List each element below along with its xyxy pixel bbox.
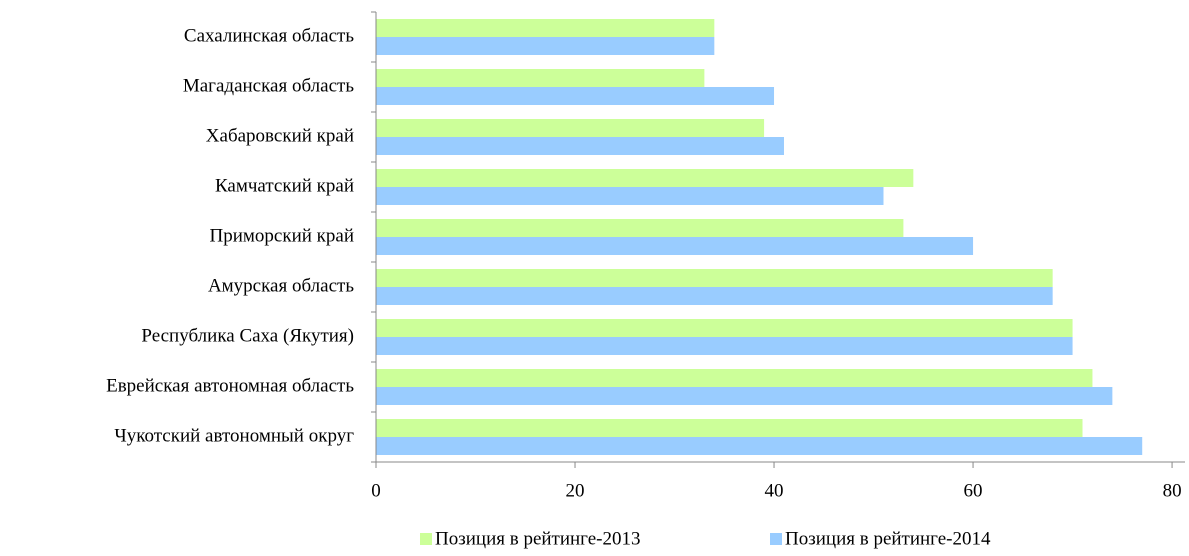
legend-swatch <box>420 533 432 545</box>
bar <box>376 369 1093 387</box>
bar <box>376 269 1053 287</box>
bar <box>376 319 1073 337</box>
bar <box>376 19 715 37</box>
x-tick-label: 40 <box>765 480 784 501</box>
x-tick-label: 0 <box>371 480 381 501</box>
y-tick-label: Хабаровский край <box>206 125 354 146</box>
x-tick-label: 60 <box>964 480 983 501</box>
bar <box>376 69 705 87</box>
y-tick-label: Сахалинская область <box>184 25 354 46</box>
bar <box>376 119 765 137</box>
x-tick-label: 80 <box>1163 480 1182 501</box>
legend-label: Позиция в рейтинге-2014 <box>785 528 991 549</box>
bar <box>376 419 1083 437</box>
legend-label: Позиция в рейтинге-2013 <box>435 528 640 549</box>
bar <box>376 387 1113 405</box>
y-tick-label: Чукотский автономный округ <box>114 425 354 446</box>
y-tick-label: Еврейская автономная область <box>106 375 354 396</box>
y-tick-label: Магаданская область <box>183 75 354 96</box>
bar <box>376 337 1073 355</box>
bar <box>376 37 715 55</box>
y-tick-label: Республика Саха (Якутия) <box>141 325 354 346</box>
y-tick-label: Приморский край <box>210 225 355 246</box>
legend-swatch <box>770 533 782 545</box>
bar <box>376 437 1143 455</box>
bar <box>376 237 974 255</box>
y-tick-label: Амурская область <box>208 275 354 296</box>
x-tick-label: 20 <box>566 480 585 501</box>
bar <box>376 87 775 105</box>
y-tick-label: Камчатский край <box>215 175 354 196</box>
bar <box>376 287 1053 305</box>
bar <box>376 219 904 237</box>
bar <box>376 187 884 205</box>
bar <box>376 137 784 155</box>
bar <box>376 169 914 187</box>
